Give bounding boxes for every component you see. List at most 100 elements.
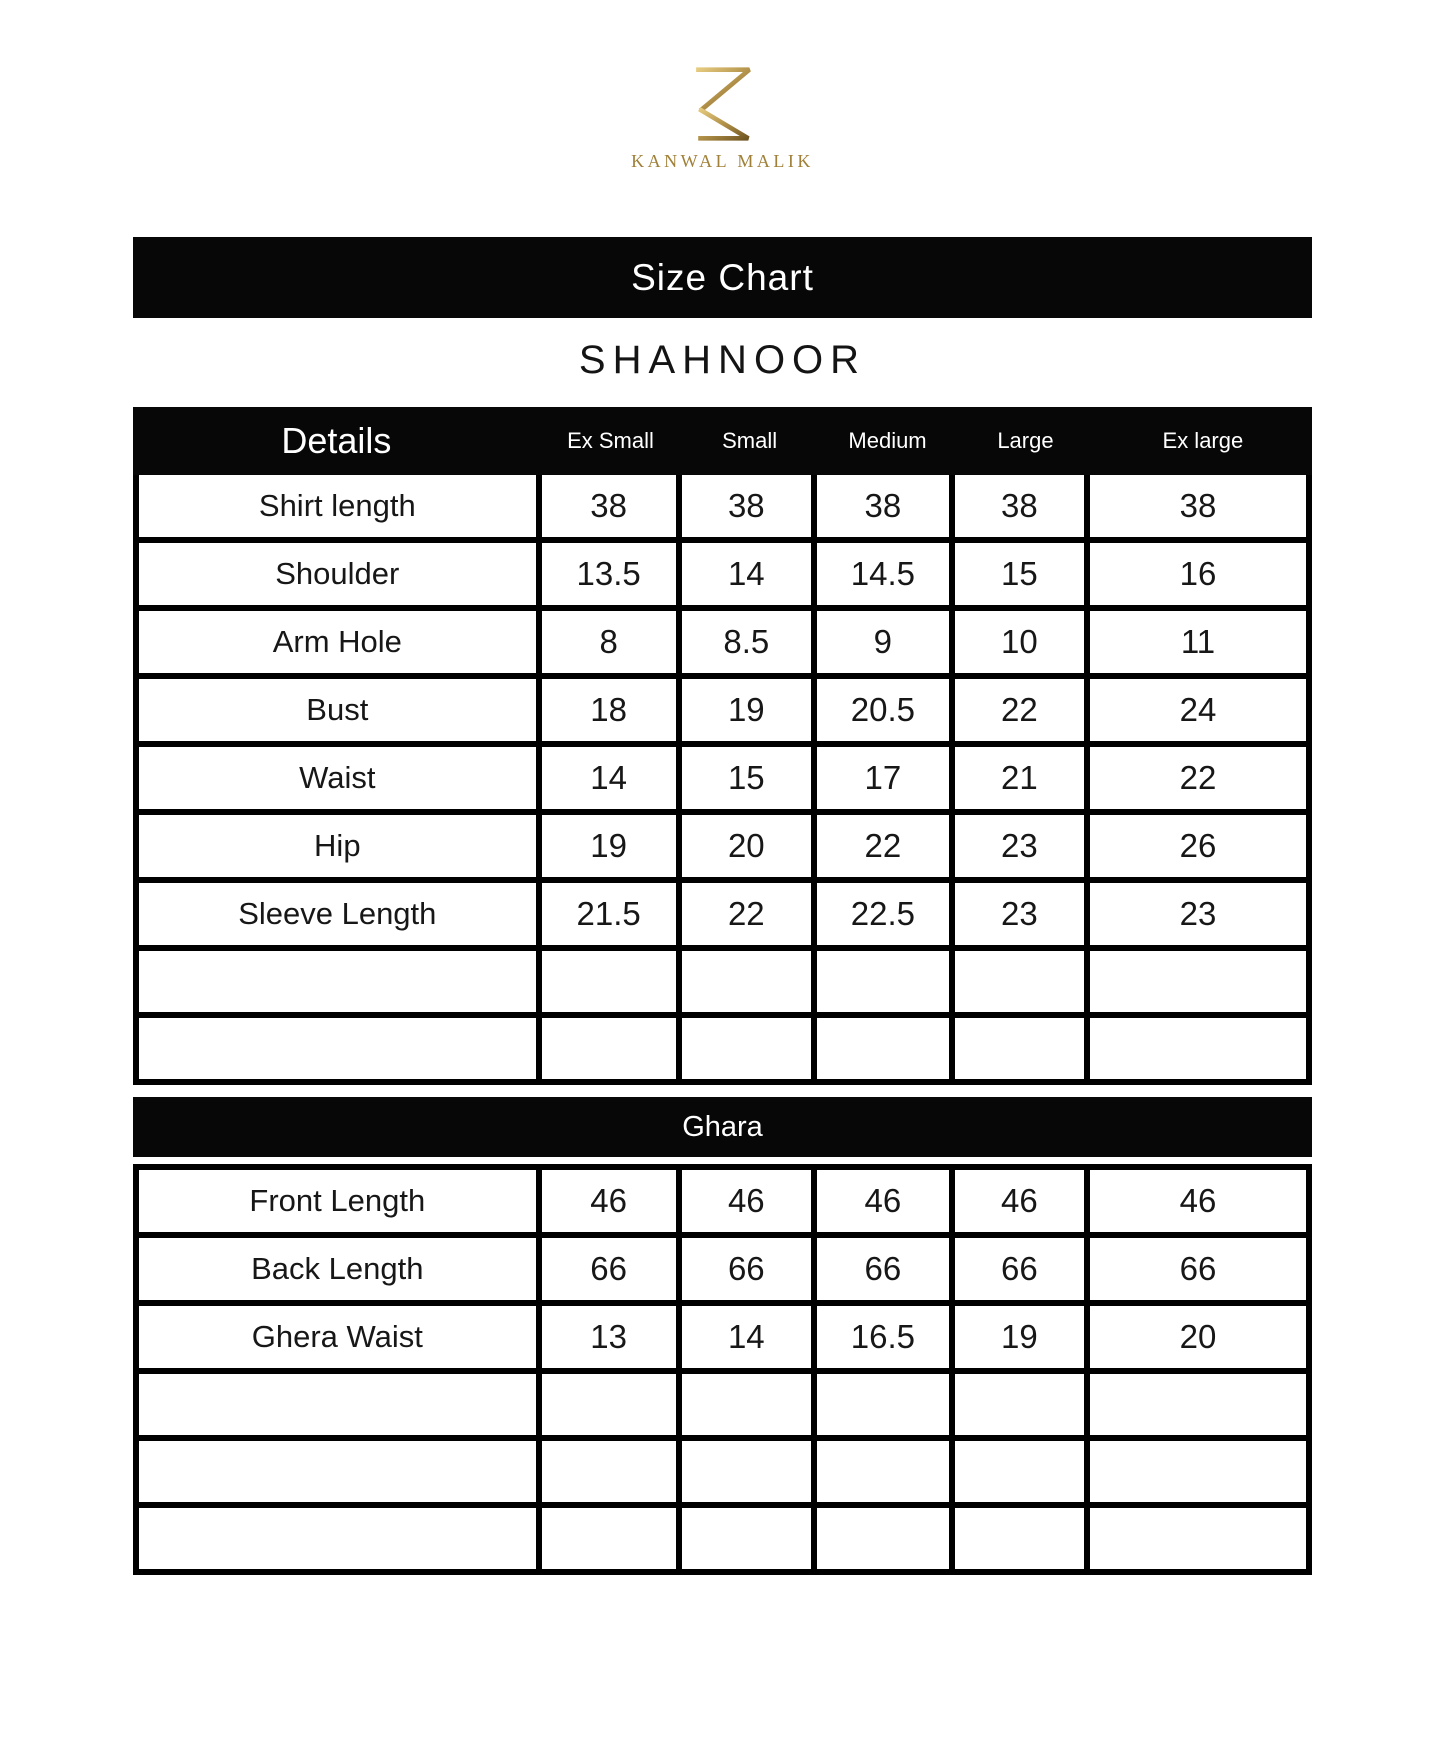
value-cell xyxy=(682,1374,817,1435)
value-cell: 24 xyxy=(1179,691,1217,728)
value-cell: 13 xyxy=(542,1306,682,1368)
value-cell: 8.5 xyxy=(682,611,817,673)
measurement-rows: Shirt length 38 38 38 38 38 Shoulder 13.5 14 14.5… xyxy=(133,475,1312,1085)
value-cell xyxy=(542,951,682,1012)
row-label-cell: Front Length xyxy=(139,1170,542,1232)
value-cell xyxy=(817,1441,955,1502)
value-cell: 66 xyxy=(955,1238,1091,1300)
value-cell xyxy=(1090,1018,1306,1079)
size-chart-sheet: Size Chart SHAHNOOR Details Ex Small Smal… xyxy=(133,237,1312,1575)
value-cell xyxy=(682,951,817,1012)
value-cell: 22 xyxy=(1179,759,1217,796)
table-row-shirt-length: Shirt length 38 38 38 38 38 xyxy=(133,475,1312,543)
value-cell: 46 xyxy=(1179,1182,1217,1219)
value-cell xyxy=(955,1508,1091,1569)
table-row-empty xyxy=(133,1374,1312,1441)
table-row-ghera-waist: Ghera Waist 13 14 16.5 19 20 xyxy=(133,1306,1312,1374)
table-row-empty xyxy=(133,1508,1312,1575)
value-cell: 23 xyxy=(1179,895,1217,932)
size-header-ex-large: Ex large xyxy=(1162,428,1244,453)
table-row-sleeve-length: Sleeve Length 21.5 22 22.5 23 23 xyxy=(133,883,1312,951)
row-label-cell xyxy=(139,1374,542,1435)
row-label-cell: Bust xyxy=(139,679,542,741)
value-cell: 14 xyxy=(682,1306,817,1368)
value-cell: 15 xyxy=(682,747,817,809)
details-header: Details xyxy=(281,420,392,461)
value-cell xyxy=(955,951,1091,1012)
value-cell xyxy=(542,1508,682,1569)
size-table: Details Ex Small Small Medium Large Ex large… xyxy=(133,407,1312,1575)
value-cell: 11 xyxy=(1180,623,1216,660)
size-header-small: Small xyxy=(722,428,778,453)
value-cell: 14.5 xyxy=(817,543,955,605)
value-cell xyxy=(817,1374,955,1435)
value-cell xyxy=(542,1441,682,1502)
row-label-cell: Arm Hole xyxy=(139,611,542,673)
value-cell: 17 xyxy=(817,747,955,809)
row-label-cell xyxy=(139,1018,542,1079)
value-cell xyxy=(1090,951,1306,1012)
size-header-medium: Medium xyxy=(848,428,927,453)
brand-header: KANWAL MALIK xyxy=(0,64,1445,172)
value-cell: 8 xyxy=(542,611,682,673)
value-cell xyxy=(955,1374,1091,1435)
value-cell: 16.5 xyxy=(817,1306,955,1368)
product-name: SHAHNOOR xyxy=(578,338,867,382)
size-header-ex-small: Ex Small xyxy=(567,428,654,453)
size-chart-title-bar: Size Chart xyxy=(133,237,1312,318)
value-cell: 22 xyxy=(955,679,1091,741)
table-row-waist: Waist 14 15 17 21 22 xyxy=(133,747,1312,815)
value-cell: 66 xyxy=(682,1238,817,1300)
row-label-cell: Ghera Waist xyxy=(139,1306,542,1368)
value-cell: 20 xyxy=(682,815,817,877)
row-label-cell: Back Length xyxy=(139,1238,542,1300)
table-row-shoulder: Shoulder 13.5 14 14.5 15 16 xyxy=(133,543,1312,611)
value-cell: 9 xyxy=(817,611,955,673)
value-cell: 14 xyxy=(682,543,817,605)
value-cell xyxy=(955,1018,1091,1079)
value-cell: 46 xyxy=(955,1170,1091,1232)
table-row-bust: Bust 18 19 20.5 22 24 xyxy=(133,679,1312,747)
ghara-rows: Front Length 46 46 46 46 46 Back Length 66 66 66 6… xyxy=(133,1164,1312,1575)
value-cell: 46 xyxy=(817,1170,955,1232)
brand-name: KANWAL MALIK xyxy=(631,151,814,171)
value-cell: 19 xyxy=(542,815,682,877)
ghara-band: Ghara xyxy=(133,1097,1312,1157)
value-cell xyxy=(817,951,955,1012)
value-cell: 46 xyxy=(682,1170,817,1232)
value-cell: 38 xyxy=(682,475,817,537)
row-label-cell: Sleeve Length xyxy=(139,883,542,945)
table-row-empty xyxy=(133,951,1312,1018)
table-row-empty xyxy=(133,1441,1312,1508)
value-cell: 23 xyxy=(955,815,1091,877)
table-row-empty xyxy=(133,1018,1312,1085)
value-cell: 18 xyxy=(542,679,682,741)
value-cell xyxy=(817,1018,955,1079)
value-cell xyxy=(542,1374,682,1435)
value-cell: 14 xyxy=(542,747,682,809)
value-cell xyxy=(682,1018,817,1079)
value-cell: 21.5 xyxy=(542,883,682,945)
value-cell: 19 xyxy=(955,1306,1091,1368)
row-label-cell: Hip xyxy=(139,815,542,877)
value-cell: 20 xyxy=(1179,1318,1217,1355)
value-cell: 38 xyxy=(817,475,955,537)
row-label-cell: Shirt length xyxy=(139,475,542,537)
value-cell xyxy=(1090,1374,1306,1435)
value-cell: 16 xyxy=(1179,555,1217,592)
value-cell: 15 xyxy=(955,543,1091,605)
value-cell xyxy=(682,1508,817,1569)
row-label-cell: Shoulder xyxy=(139,543,542,605)
row-label-cell: Waist xyxy=(139,747,542,809)
value-cell: 66 xyxy=(542,1238,682,1300)
value-cell: 66 xyxy=(817,1238,955,1300)
row-label-cell xyxy=(139,951,542,1012)
value-cell: 22 xyxy=(682,883,817,945)
row-label-cell xyxy=(139,1508,542,1569)
value-cell: 46 xyxy=(542,1170,682,1232)
value-cell xyxy=(542,1018,682,1079)
value-cell: 38 xyxy=(955,475,1091,537)
value-cell: 23 xyxy=(955,883,1091,945)
value-cell xyxy=(682,1441,817,1502)
table-row-arm-hole: Arm Hole 8 8.5 9 10 11 xyxy=(133,611,1312,679)
